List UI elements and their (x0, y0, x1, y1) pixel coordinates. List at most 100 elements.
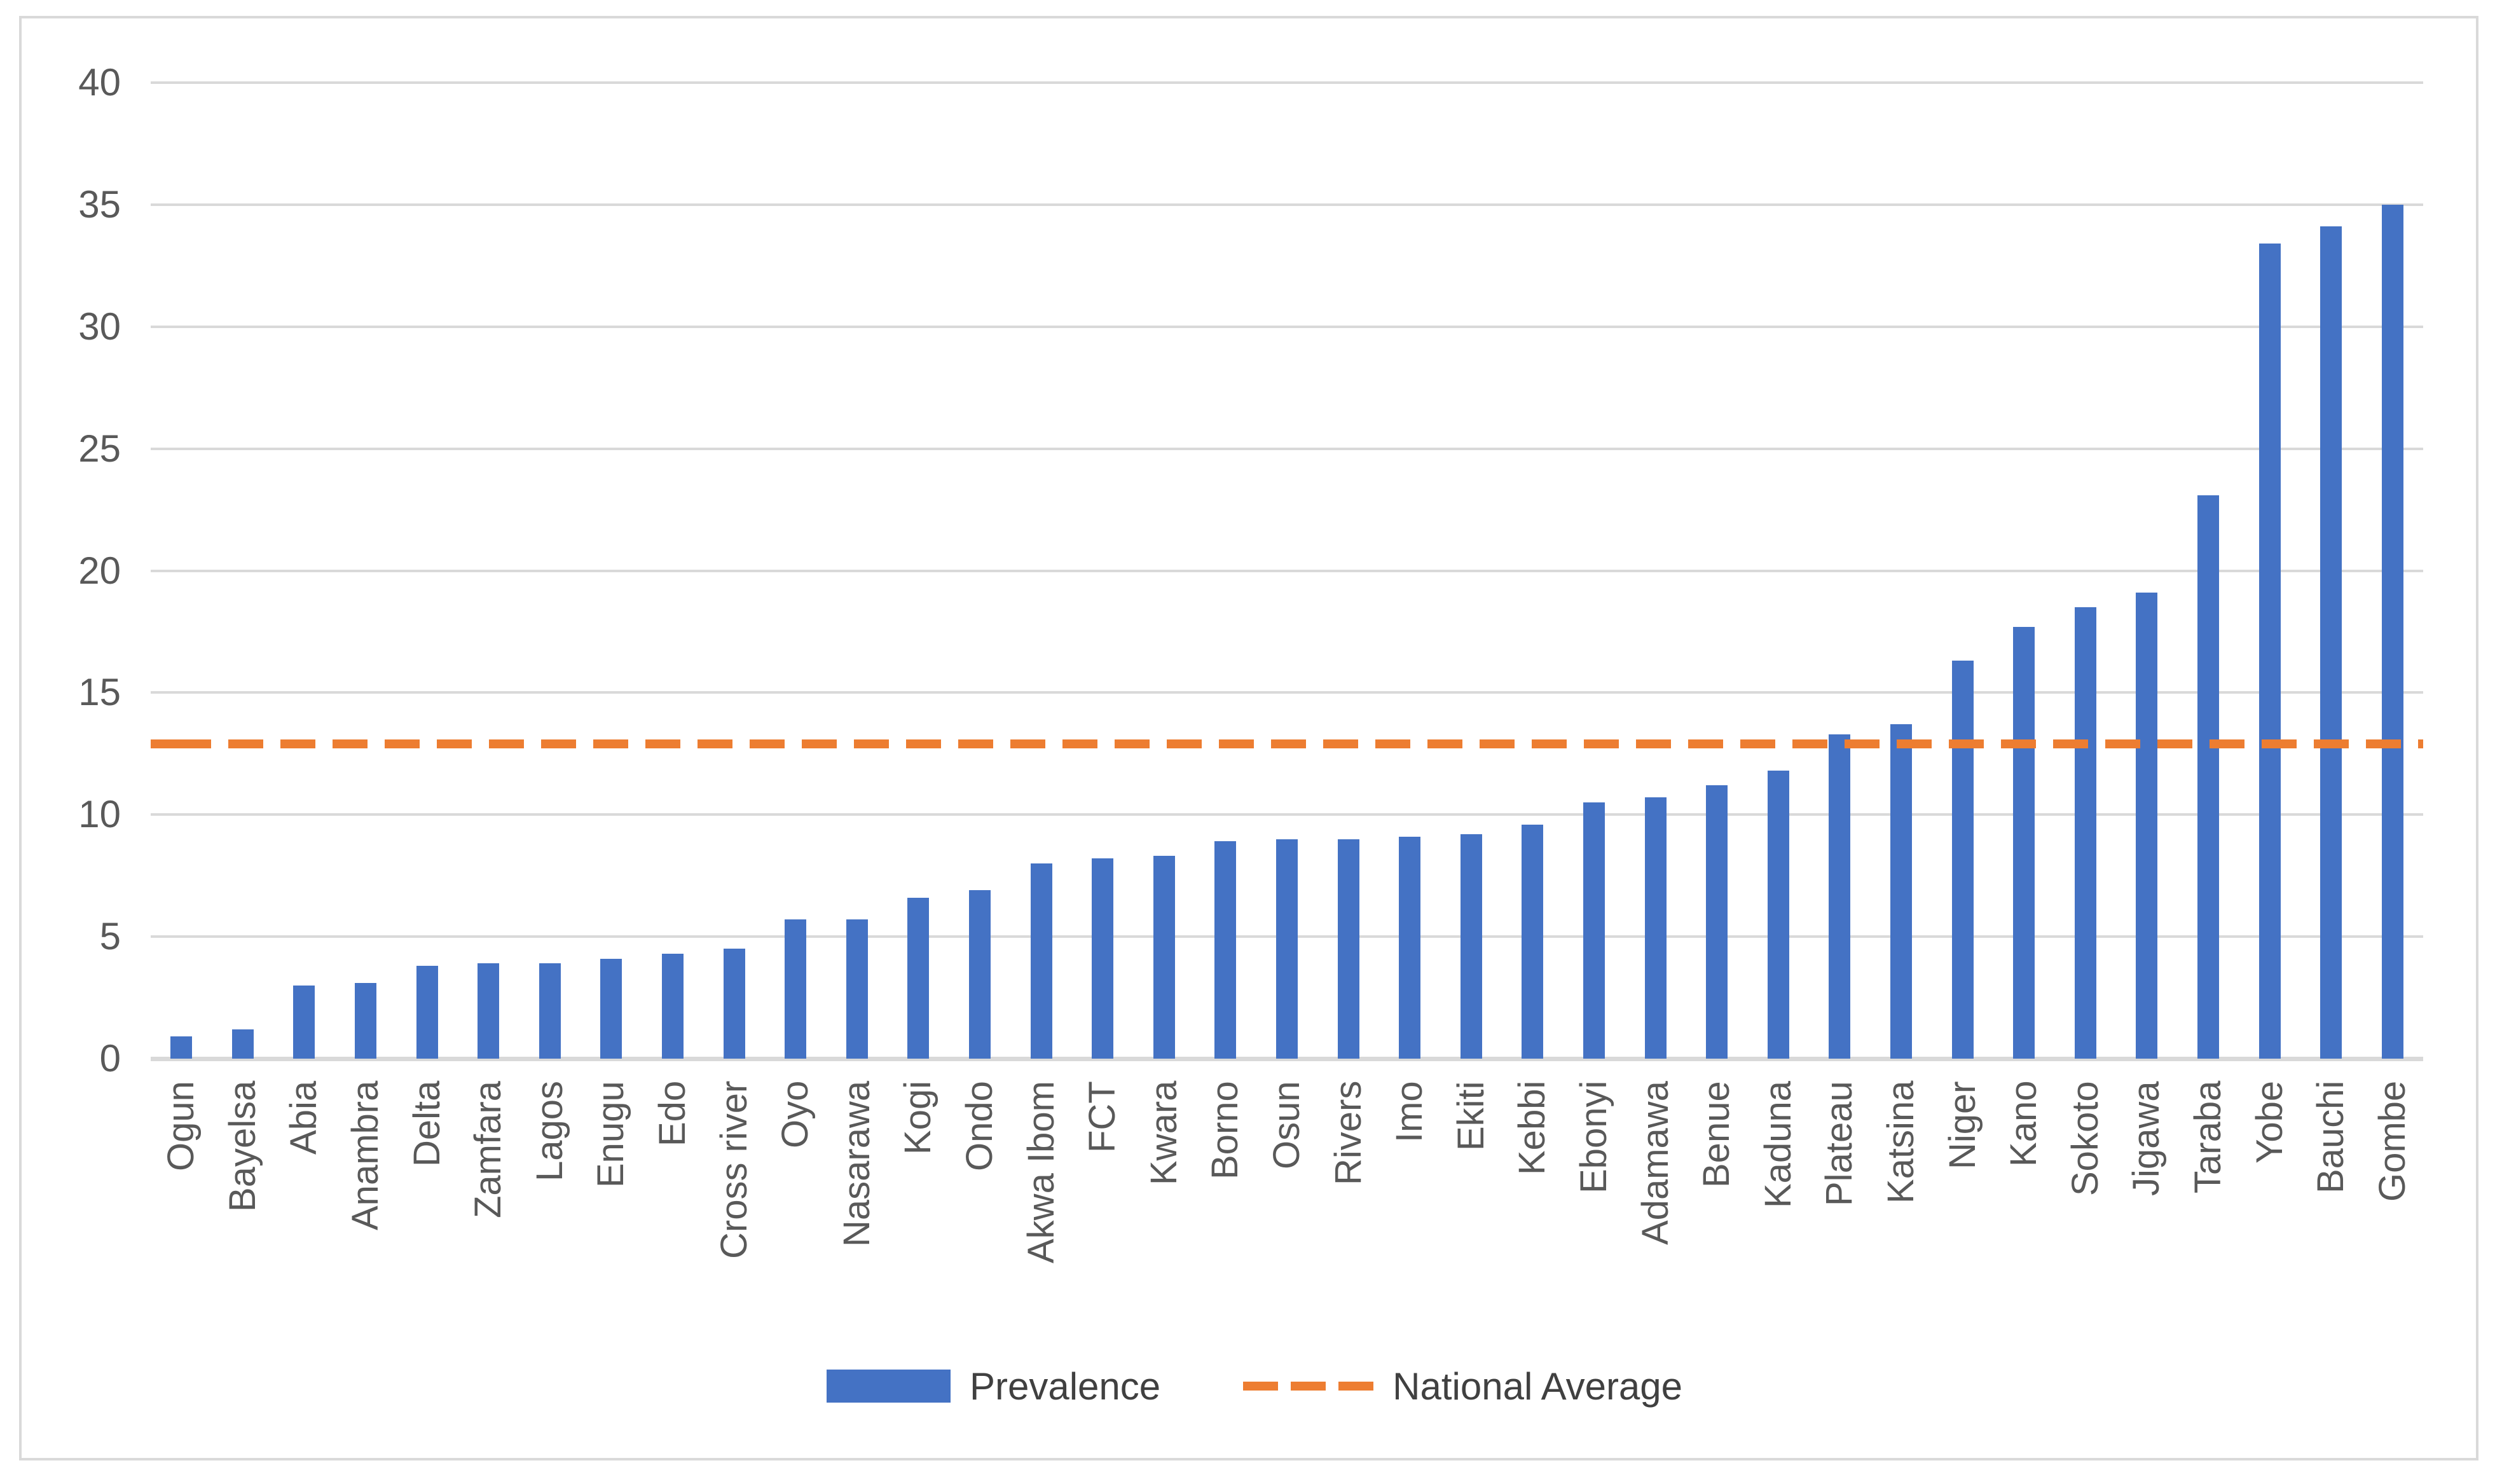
bar-zamfara (478, 963, 500, 1059)
national-average-line (151, 739, 2423, 748)
bar-lagos (539, 963, 561, 1059)
x-axis-label: FCT (1082, 1081, 1124, 1153)
x-axis-label: Benue (1696, 1081, 1738, 1188)
bar-rivers (1337, 839, 1359, 1059)
y-axis-tick-label: 20 (78, 549, 121, 592)
bar-ekiti (1460, 834, 1482, 1059)
legend-national-average-label: National Average (1392, 1364, 1683, 1408)
x-axis-label: Borno (1204, 1081, 1246, 1179)
bar-katsina (1890, 724, 1912, 1059)
x-axis-line (151, 1057, 2423, 1061)
x-axis-label: Zamfara (467, 1081, 509, 1218)
bar-adamawa (1644, 797, 1667, 1059)
bar-ondo (969, 890, 991, 1059)
bar-kaduna (1767, 771, 1789, 1059)
gridline (151, 81, 2423, 84)
chart-border (19, 16, 2478, 1460)
y-axis-tick-label: 0 (99, 1037, 121, 1080)
x-axis-label: Imo (1389, 1081, 1431, 1143)
x-axis-label: Kano (2003, 1081, 2045, 1167)
x-axis-label: Jigawa (2126, 1081, 2168, 1196)
x-axis-label: Cross river (713, 1081, 755, 1260)
bar-ogun (170, 1036, 193, 1059)
bar-ebonyi (1583, 802, 1605, 1059)
bar-yobe (2258, 244, 2281, 1059)
y-axis-tick-label: 5 (99, 915, 121, 958)
x-axis-label: Sokoto (2064, 1081, 2106, 1196)
bar-anambra (355, 983, 377, 1059)
x-axis-label: Kebbi (1511, 1081, 1553, 1176)
x-axis-label: Ebonyi (1572, 1081, 1614, 1194)
bar-delta (416, 966, 438, 1059)
bar-bauchi (2320, 226, 2342, 1059)
x-axis-label: Yobe (2248, 1081, 2290, 1164)
prevalence-swatch-icon (826, 1370, 951, 1403)
x-axis-label: Kaduna (1757, 1081, 1799, 1208)
gridline (151, 447, 2423, 450)
bar-sokoto (2074, 607, 2096, 1059)
y-axis-tick-label: 15 (78, 671, 121, 714)
x-axis-label: Nasarawa (835, 1081, 877, 1247)
x-axis-label: Akwa Ibom (1020, 1081, 1062, 1263)
x-axis-label: Kogi (897, 1081, 939, 1155)
bar-edo (662, 953, 684, 1059)
bar-oyo (785, 919, 807, 1059)
legend-prevalence-label: Prevalence (969, 1364, 1161, 1408)
x-axis-label: Anambra (345, 1081, 387, 1231)
bar-akwa-ibom (1030, 863, 1052, 1059)
gridline (151, 813, 2423, 816)
x-axis-label: Ekiti (1450, 1081, 1492, 1151)
legend: Prevalence National Average (0, 1361, 2509, 1412)
gridline (151, 569, 2423, 572)
bar-gombe (2381, 204, 2403, 1059)
x-axis-label: Katsina (1880, 1081, 1921, 1204)
bar-borno (1214, 841, 1237, 1059)
bar-kano (2013, 626, 2035, 1059)
x-axis-label: Oyo (774, 1081, 816, 1149)
bar-niger (1951, 661, 1974, 1059)
x-axis-label: Edo (652, 1081, 694, 1147)
x-axis-label: Gombe (2371, 1081, 2413, 1202)
x-axis-label: Plateau (1818, 1081, 1860, 1206)
x-axis-label: Enugu (590, 1081, 632, 1188)
x-axis-label: Rivers (1327, 1081, 1369, 1186)
x-axis-label: Lagos (528, 1081, 570, 1182)
x-axis-label: Niger (1941, 1081, 1983, 1169)
x-axis-label: Bauchi (2310, 1081, 2352, 1194)
x-axis-label: Kwara (1143, 1081, 1185, 1186)
x-axis-label: Delta (406, 1081, 448, 1167)
bar-cross-river (723, 949, 745, 1059)
bar-bayelsa (231, 1029, 254, 1059)
bar-kogi (907, 897, 930, 1059)
bar-taraba (2197, 495, 2219, 1059)
x-axis-label: Ogun (160, 1081, 202, 1171)
x-axis-label: Adamawa (1634, 1081, 1676, 1245)
x-axis-label: Osun (1266, 1081, 1307, 1169)
x-axis-label: Ondo (959, 1081, 1001, 1171)
x-axis-label: Abia (283, 1081, 325, 1155)
gridline (151, 691, 2423, 694)
bar-benue (1706, 785, 1728, 1059)
bar-imo (1399, 836, 1421, 1059)
gridline (151, 325, 2423, 328)
gridline (151, 203, 2423, 206)
bar-plateau (1829, 734, 1851, 1059)
y-axis-tick-label: 25 (78, 427, 121, 470)
national-average-dash-icon (1243, 1382, 1374, 1391)
bar-osun (1276, 839, 1298, 1059)
bar-kebbi (1522, 824, 1544, 1059)
y-axis-tick-label: 35 (78, 182, 121, 226)
bar-jigawa (2136, 593, 2158, 1059)
bar-enugu (600, 958, 622, 1059)
bar-kwara (1153, 856, 1175, 1059)
bar-abia (293, 985, 315, 1059)
x-axis-label: Bayelsa (221, 1081, 263, 1213)
bar-nasarawa (846, 919, 868, 1059)
bar-fct (1092, 858, 1114, 1059)
y-axis-tick-label: 30 (78, 305, 121, 348)
x-axis-label: Taraba (2187, 1081, 2229, 1194)
y-axis-tick-label: 10 (78, 793, 121, 836)
y-axis-tick-label: 40 (78, 61, 121, 104)
